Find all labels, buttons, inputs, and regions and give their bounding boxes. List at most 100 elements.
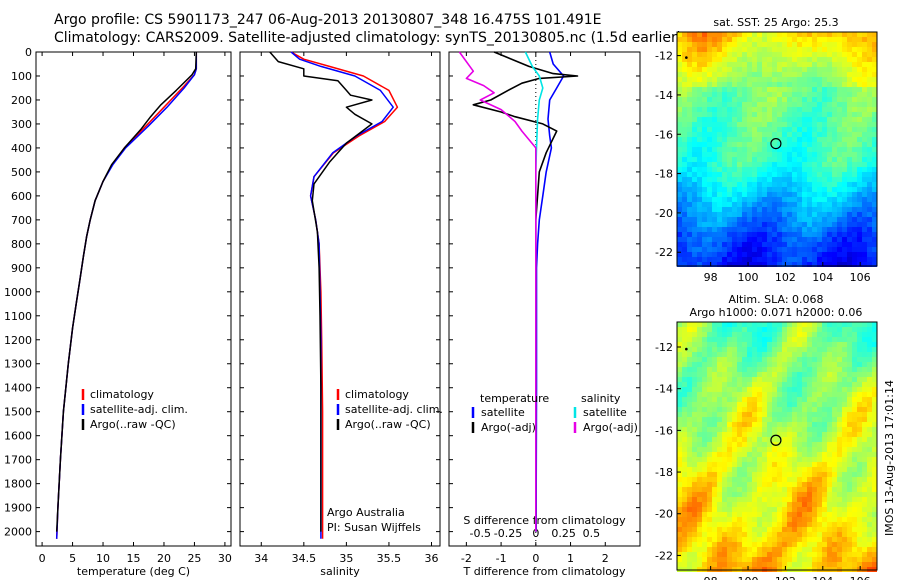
map-cell xyxy=(687,262,692,267)
map-cell xyxy=(677,422,682,427)
map-cell xyxy=(712,547,717,552)
map-cell xyxy=(822,57,827,62)
map-cell xyxy=(697,192,702,197)
map-cell xyxy=(847,122,852,127)
map-cell xyxy=(702,167,707,172)
map-cell xyxy=(742,522,747,527)
map-cell xyxy=(772,67,777,72)
map-cell xyxy=(742,47,747,52)
map-cell xyxy=(727,137,732,142)
map-cell xyxy=(797,202,802,207)
map-cell xyxy=(807,457,812,462)
map-cell xyxy=(717,457,722,462)
map-cell xyxy=(717,102,722,107)
map-cell xyxy=(827,167,832,172)
map-cell xyxy=(682,102,687,107)
map-cell xyxy=(687,522,692,527)
map-cell xyxy=(752,242,757,247)
map-cell xyxy=(852,392,857,397)
map-cell xyxy=(752,332,757,337)
map-cell xyxy=(787,497,792,502)
map-cell xyxy=(852,127,857,132)
map-cell xyxy=(707,462,712,467)
map-cell xyxy=(717,362,722,367)
map-cell xyxy=(702,332,707,337)
map-cell xyxy=(812,52,817,57)
map-cell xyxy=(757,237,762,242)
map-cell xyxy=(777,407,782,412)
map-cell xyxy=(687,327,692,332)
map-cell xyxy=(792,187,797,192)
map-cell xyxy=(827,472,832,477)
map-cell xyxy=(697,127,702,132)
map-cell xyxy=(782,127,787,132)
map-cell xyxy=(767,67,772,72)
map-cell xyxy=(852,107,857,112)
map-cell xyxy=(727,472,732,477)
map-cell xyxy=(717,342,722,347)
map-cell xyxy=(862,412,867,417)
map-cell xyxy=(847,557,852,562)
map-cell xyxy=(792,407,797,412)
map-cell xyxy=(802,107,807,112)
map-cell xyxy=(677,432,682,437)
map-cell xyxy=(697,207,702,212)
map-cell xyxy=(847,437,852,442)
map-cell xyxy=(767,132,772,137)
map-cell xyxy=(852,202,857,207)
map-cell xyxy=(762,362,767,367)
map-cell xyxy=(717,417,722,422)
map-cell xyxy=(872,182,877,187)
map-cell xyxy=(872,412,877,417)
map-cell xyxy=(762,72,767,77)
map-cell xyxy=(772,517,777,522)
map-cell xyxy=(872,362,877,367)
map-cell xyxy=(812,372,817,377)
map-cell xyxy=(752,102,757,107)
map-cell xyxy=(747,402,752,407)
map-cell xyxy=(792,502,797,507)
map-cell xyxy=(677,87,682,92)
map-cell xyxy=(762,342,767,347)
map-cell xyxy=(852,67,857,72)
map-cell xyxy=(817,422,822,427)
map-cell xyxy=(717,437,722,442)
map-cell xyxy=(752,347,757,352)
map-cell xyxy=(827,77,832,82)
map-cell xyxy=(777,342,782,347)
map-cell xyxy=(852,362,857,367)
map-cell xyxy=(732,402,737,407)
map-cell xyxy=(682,417,687,422)
map-cell xyxy=(742,417,747,422)
map-cell xyxy=(842,347,847,352)
map-cell xyxy=(807,142,812,147)
map-cell xyxy=(787,102,792,107)
map-cell xyxy=(857,242,862,247)
map-cell xyxy=(797,47,802,52)
map-cell xyxy=(687,67,692,72)
map-cell xyxy=(707,407,712,412)
map-cell xyxy=(782,172,787,177)
map-cell xyxy=(722,397,727,402)
map-cell xyxy=(722,32,727,37)
map-cell xyxy=(717,372,722,377)
map-cell xyxy=(697,472,702,477)
sdiff-tick-label: -0.25 xyxy=(494,527,522,540)
map-cell xyxy=(682,192,687,197)
map-cell xyxy=(842,217,847,222)
map-cell xyxy=(677,472,682,477)
map-cell xyxy=(782,437,787,442)
map-cell xyxy=(752,517,757,522)
map-cell xyxy=(802,247,807,252)
map-lat-tick-label: -16 xyxy=(655,128,673,141)
map-cell xyxy=(792,177,797,182)
map-cell xyxy=(847,412,852,417)
tdiff-tick-label: 0 xyxy=(532,552,539,565)
map-cell xyxy=(737,347,742,352)
map-cell xyxy=(767,162,772,167)
map-cell xyxy=(802,387,807,392)
map-cell xyxy=(677,217,682,222)
map-cell xyxy=(687,367,692,372)
map-cell xyxy=(827,487,832,492)
map-cell xyxy=(717,402,722,407)
